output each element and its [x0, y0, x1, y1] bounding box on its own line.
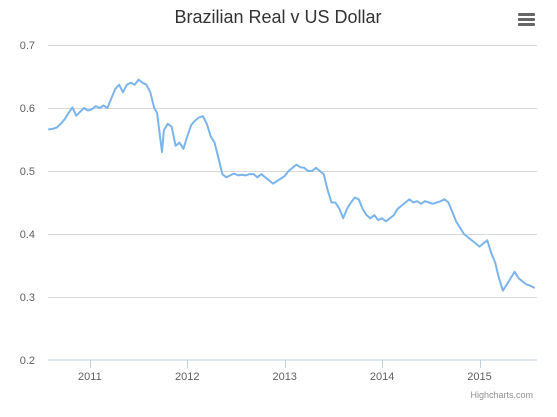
y-tick-label: 0.5 — [20, 166, 35, 178]
y-tick-label: 0.4 — [20, 229, 35, 241]
x-tick-label: 2014 — [370, 371, 394, 383]
chart-context-menu-button[interactable] — [514, 8, 540, 30]
x-tick-label: 2013 — [272, 371, 296, 383]
menu-bar-middle — [518, 18, 535, 21]
y-tick-label: 0.6 — [20, 103, 35, 115]
highcharts-credits-link[interactable]: Highcharts.com — [470, 390, 533, 400]
y-axis-labels: 0.2 0.3 0.4 0.5 0.6 0.7 — [20, 40, 35, 367]
menu-bar-top — [518, 13, 535, 16]
x-axis-labels: 2011 2012 2013 2014 2015 — [78, 371, 492, 383]
y-tick-label: 0.2 — [20, 355, 35, 367]
x-axis-ticks — [90, 360, 481, 368]
x-tick-label: 2011 — [78, 371, 102, 383]
series-layer — [48, 78, 536, 292]
x-tick-label: 2012 — [175, 371, 199, 383]
y-tick-label: 0.3 — [20, 292, 35, 304]
x-tick-label: 2015 — [467, 371, 491, 383]
y-tick-label: 0.7 — [20, 40, 35, 52]
y-gridlines — [48, 45, 537, 298]
hamburger-menu-icon[interactable] — [518, 13, 535, 26]
series-line — [48, 78, 536, 292]
chart-title: Brazilian Real v US Dollar — [174, 7, 381, 27]
menu-bar-bottom — [518, 23, 535, 26]
